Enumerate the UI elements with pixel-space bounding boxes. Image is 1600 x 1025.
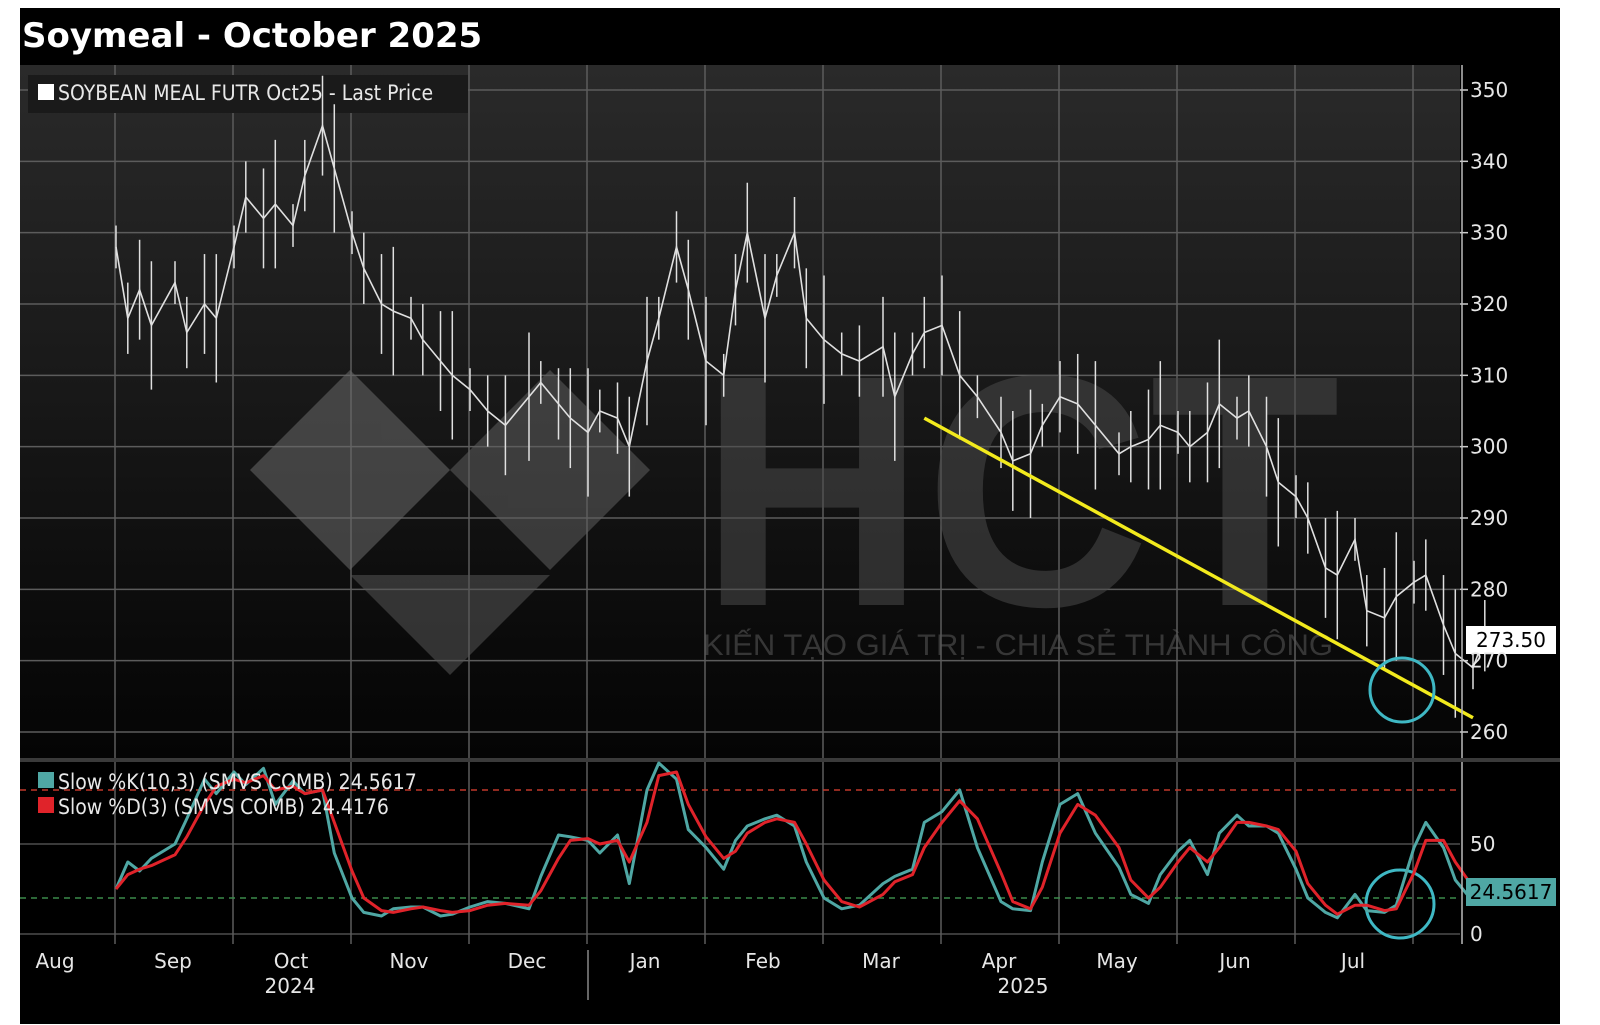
- month-tick-label: Jun: [1217, 949, 1250, 973]
- price-legend-box: [28, 75, 468, 113]
- year-tick-label: 2024: [265, 974, 316, 998]
- price-legend-label: SOYBEAN MEAL FUTR Oct25 - Last Price: [58, 81, 433, 105]
- watermark-logo: HCT: [700, 306, 1340, 675]
- last-k-label: 24.5617: [1470, 880, 1553, 904]
- price-tick-label: 300: [1470, 435, 1508, 459]
- watermark-slogan: KIẾN TẠO GIÁ TRỊ - CHIA SẺ THÀNH CÔNG: [703, 628, 1333, 662]
- price-highlight-circle: [1368, 656, 1436, 724]
- month-tick-label: Jul: [1339, 949, 1365, 973]
- k-legend-swatch: [38, 772, 54, 788]
- panel-divider: [20, 758, 1560, 762]
- price-tick-label: 310: [1470, 363, 1508, 387]
- stoch-tick-label: 0: [1470, 922, 1483, 946]
- trend-line: [923, 416, 1474, 720]
- chart-title: Soymeal - October 2025: [22, 16, 482, 56]
- price-tick-label: 330: [1470, 221, 1508, 245]
- price-tick-label: 350: [1470, 78, 1508, 102]
- price-tick-label: 280: [1470, 577, 1508, 601]
- month-tick-label: Feb: [745, 949, 780, 973]
- axis-layer: Aug Sep Oct Nov Dec Jan Feb Mar Apr May Jun Jul 2024…: [35, 65, 1508, 1000]
- month-tick-label: Nov: [389, 949, 428, 973]
- title-bar: [20, 8, 1560, 65]
- k-legend-label: Slow %K(10,3) (SMVS COMB) 24.5617: [58, 770, 417, 794]
- watermark-diamond-bottom: [350, 575, 550, 675]
- last-price-tag: [1466, 626, 1556, 654]
- price-legend-swatch: [38, 84, 54, 100]
- price-tick-label: 260: [1470, 720, 1508, 744]
- last-price-label: 273.50: [1476, 628, 1546, 652]
- stoch-tick-label: 50: [1470, 832, 1495, 856]
- price-tick-label: 270: [1470, 649, 1508, 673]
- last-k-tag: [1466, 878, 1556, 906]
- price-layer: [115, 75, 1486, 724]
- d-legend-swatch: [38, 797, 54, 813]
- watermark-diamond-left: [250, 370, 450, 570]
- month-tick-label: Dec: [508, 949, 547, 973]
- price-tick-label: 340: [1470, 149, 1508, 173]
- price-tick-label: 290: [1470, 506, 1508, 530]
- d-line: [114, 770, 1486, 916]
- d-legend-label: Slow %D(3) (SMVS COMB) 24.4176: [58, 795, 389, 819]
- price-line: [115, 123, 1486, 670]
- stoch-panel: [20, 762, 1560, 1024]
- month-tick-label: Apr: [982, 949, 1017, 973]
- month-tick-label: Jan: [628, 949, 661, 973]
- month-tick-label: Mar: [862, 949, 901, 973]
- year-tick-label: 2025: [998, 974, 1049, 998]
- month-tick-label: May: [1096, 949, 1138, 973]
- price-tick-label: 320: [1470, 292, 1508, 316]
- month-tick-label: Aug: [35, 949, 74, 973]
- stoch-layer: [114, 761, 1486, 940]
- month-tick-label: Sep: [154, 949, 192, 973]
- month-tick-label: Oct: [274, 949, 309, 973]
